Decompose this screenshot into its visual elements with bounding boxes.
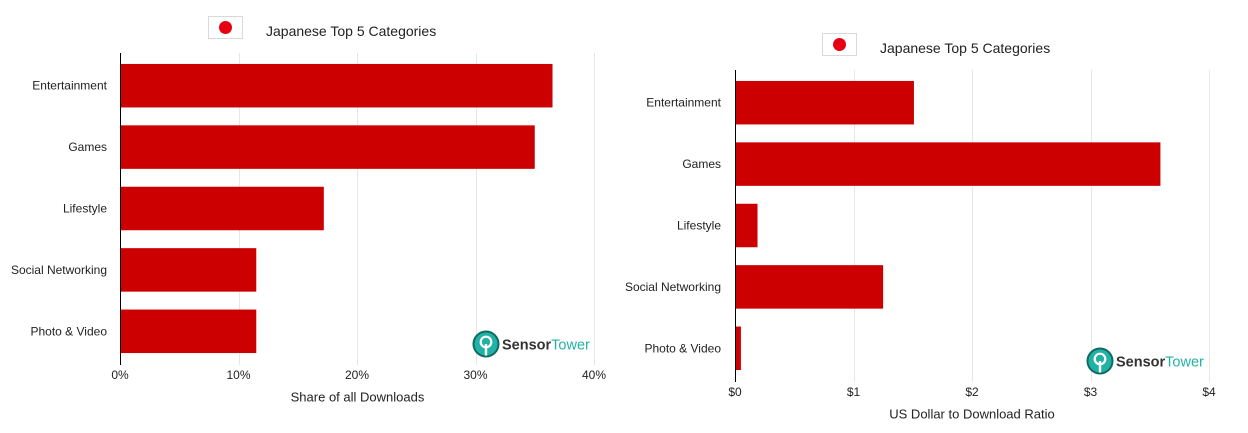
logo-text-sensor: Sensor [1116,355,1166,371]
x-tick-label: $4 [1202,385,1216,399]
y-category-label: Games [682,157,721,171]
y-category-label: Games [68,140,107,154]
x-tick-label: 20% [345,368,369,382]
x-tick-label: $0 [728,385,742,399]
y-category-label: Photo & Video [644,341,721,355]
logo-text-tower: Tower [1165,355,1204,371]
category-labels: Entertainment Games Lifestyle Social Networ… [11,79,108,339]
x-axis-label: US Dollar to Download Ratio [889,407,1054,422]
logo-text: SensorTower [502,338,590,354]
x-tick-label: $3 [1084,385,1098,399]
bar-entertainment [120,63,553,108]
dollar-ratio-chart: Japanese Top 5 Categories Entertainment G… [625,33,1216,422]
bar-lifestyle [120,186,324,231]
x-tick-label: $1 [847,385,861,399]
bar-lifestyle [735,203,758,248]
y-category-label: Photo & Video [30,324,107,338]
x-tick-labels: $0 $1 $2 $3 $4 [728,385,1216,399]
y-category-label: Lifestyle [63,202,107,216]
sensortower-logo: SensorTower [472,330,590,358]
bar-games [120,125,535,169]
y-category-label: Social Networking [11,263,107,277]
sensortower-logo-icon [472,330,500,358]
logo-text: SensorTower [1116,355,1204,371]
logo-text-sensor: Sensor [502,338,552,354]
x-tick-label: 30% [463,368,487,382]
y-category-label: Lifestyle [677,219,721,233]
y-category-label: Entertainment [646,96,721,110]
bars [120,63,553,354]
bar-photo-video [735,326,741,371]
bar-entertainment [735,80,914,125]
chart-title: Japanese Top 5 Categories [266,23,436,39]
x-tick-label: $2 [965,385,979,399]
bars [735,80,1161,371]
plot-area: Entertainment Games Lifestyle Social Networ… [625,70,1216,399]
x-tick-label: 0% [111,368,129,382]
x-tick-labels: 0% 10% 20% 30% 40% [111,368,606,382]
chart-title: Japanese Top 5 Categories [880,40,1050,56]
japan-flag-icon [208,16,243,39]
x-tick-label: 40% [582,368,606,382]
x-axis-label: Share of all Downloads [291,390,425,405]
plot-area: Entertainment Games Lifestyle Social Networ… [11,53,606,382]
bar-games [735,142,1161,186]
bar-social-networking [735,265,884,309]
japan-flag-icon [822,33,857,56]
downloads-share-chart: Japanese Top 5 Categories Entertainment G… [11,16,606,405]
y-category-label: Entertainment [32,79,107,93]
category-labels: Entertainment Games Lifestyle Social Networ… [625,96,722,356]
sensortower-logo-icon [1086,347,1114,375]
sensortower-logo: SensorTower [1086,347,1204,375]
logo-text-tower: Tower [551,338,590,354]
bar-social-networking [120,248,257,292]
bar-photo-video [120,309,257,354]
y-category-label: Social Networking [625,280,721,294]
x-tick-label: 10% [226,368,250,382]
